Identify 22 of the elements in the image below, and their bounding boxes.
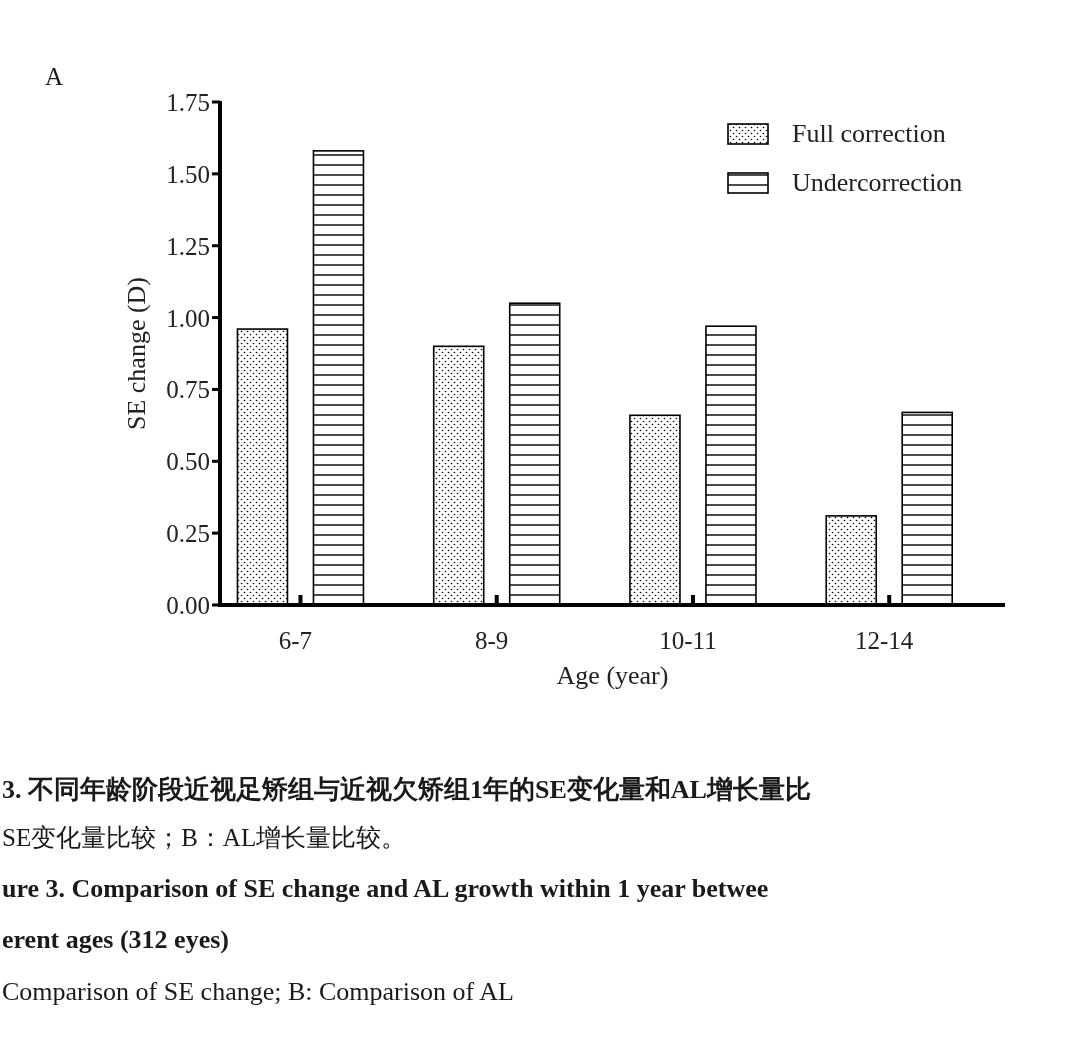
x-axis-title: Age (year) [556, 661, 669, 690]
legend-label: Full correction [792, 119, 946, 148]
y-tick-label: 0.75 [166, 376, 210, 404]
legend-label: Undercorrection [792, 168, 963, 197]
x-tick-label: 6-7 [278, 627, 313, 654]
text: 3. 不同年龄阶段近视足矫组与近视欠矫组1年的SE变化量和AL增长量比 [2, 775, 811, 804]
y-tick-label: 1.25 [166, 232, 210, 260]
y-tick-label: 1.75 [166, 89, 210, 116]
text: erent ages (312 eyes) [2, 925, 229, 954]
text: ure 3. Comparison of SE change and AL growth within 1 year betwee [2, 874, 769, 903]
y-tick-label: 1.50 [166, 160, 210, 188]
text: A [45, 63, 64, 90]
y-tick-label: 0.50 [166, 448, 210, 476]
x-tick-label: 12-14 [855, 627, 914, 654]
text: SE变化量比较；B：AL增长量比较。 [2, 824, 407, 851]
x-tick-label: 10-11 [659, 627, 717, 654]
y-axis-title: SE change (D) [122, 276, 151, 431]
y-tick-label: 1.00 [166, 304, 210, 332]
x-tick-label: 8-9 [475, 627, 509, 654]
y-tick-label: 0.00 [166, 592, 210, 619]
text: Comparison of SE change; B: Comparison of AL [2, 977, 515, 1006]
y-tick-label: 0.25 [166, 520, 210, 548]
